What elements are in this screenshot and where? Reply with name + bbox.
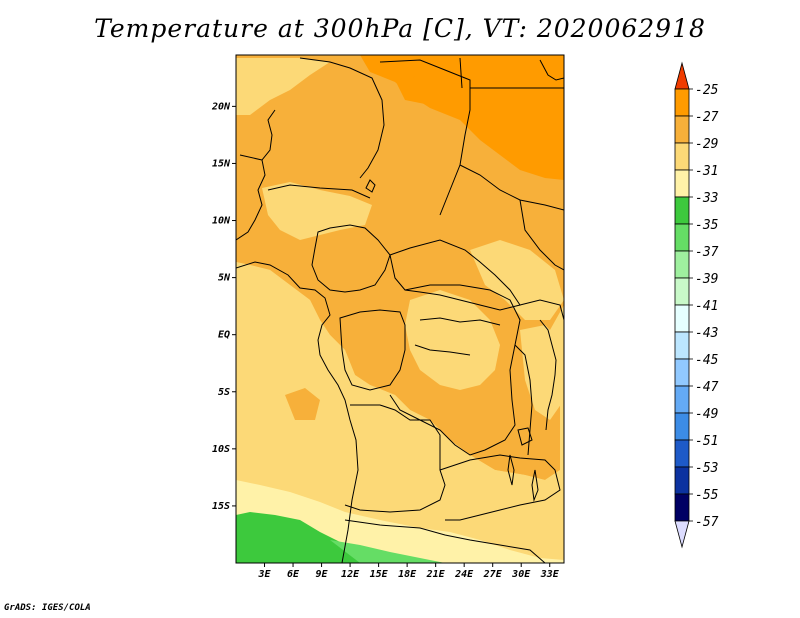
colorbar-segment: [674, 277, 690, 306]
colorbar-label: -51: [695, 434, 718, 449]
colorbar-segment: [674, 169, 690, 198]
colorbar-segment: [674, 142, 690, 171]
field-mid-south: [236, 262, 564, 563]
y-tick-label: 15S: [212, 501, 230, 512]
x-axis: 3E 6E 9E 12E 15E 18E 21E 24E 27E 30E 33E: [257, 563, 560, 580]
x-tick-label: 18E: [398, 569, 417, 580]
border-libya-egypt: [459, 57, 463, 89]
colorbar-top-arrow: [674, 61, 690, 90]
field-mid-congo: [405, 290, 500, 390]
colorbar-segment: [674, 412, 690, 441]
border-west-coast: [236, 109, 276, 241]
border-car: [389, 239, 521, 311]
border-sahel-2: [239, 154, 263, 161]
x-tick-label: 27E: [483, 569, 503, 580]
colorbar-label: -47: [695, 380, 719, 395]
border-sudan-south: [459, 164, 564, 211]
colorbar-segment: [674, 250, 690, 279]
x-tick-label: 12E: [341, 569, 360, 580]
border-se-coast: [539, 319, 557, 431]
field-mid-southwest-patch: [285, 388, 320, 420]
country-borders: [236, 57, 564, 563]
x-tick-label: 6E: [287, 569, 300, 580]
field-warm-west: [236, 110, 265, 150]
x-tick-label: 33E: [540, 569, 560, 580]
border-niger-chad: [379, 59, 471, 216]
colorbar-segment: [674, 385, 690, 414]
colorbar: -25 -27 -29 -31 -33 -35 -37 -39 -41 -43 -45 -47 -49 -…: [674, 61, 719, 549]
colorbar-label: -55: [695, 488, 719, 503]
field-very-warm-patch: [395, 76, 440, 105]
field-cold-south: [236, 512, 440, 563]
map-frame: [235, 54, 565, 564]
lake-tanganyika: [507, 454, 515, 486]
colorbar-bottom-arrow: [674, 520, 690, 549]
colorbar-label: -25: [695, 83, 719, 98]
river-congo: [419, 317, 501, 326]
lake-malawi: [531, 469, 539, 502]
border-south: [344, 519, 546, 563]
colorbar-label: -33: [695, 191, 718, 206]
colorbar-segment: [674, 223, 690, 252]
y-tick-label: 10N: [212, 216, 231, 227]
y-tick-label: EQ: [218, 330, 230, 341]
y-tick-label: 10S: [212, 444, 230, 455]
border-drc: [389, 284, 521, 456]
lake-victoria: [517, 427, 533, 446]
temperature-field: [236, 55, 564, 563]
y-tick-label: 20N: [211, 101, 231, 112]
colorbar-segment: [674, 493, 690, 522]
border-sahel-1: [267, 184, 371, 199]
colorbar-label: -39: [695, 272, 718, 287]
river-2: [414, 344, 471, 356]
colorbar-label: -57: [695, 515, 719, 530]
colorbar-segment: [674, 196, 690, 225]
x-tick-label: 9E: [316, 569, 329, 580]
border-congo: [339, 309, 406, 391]
border-east-africa: [519, 299, 564, 321]
colorbar-segment: [674, 331, 690, 360]
lake-chad: [365, 179, 376, 193]
x-tick-label: 15E: [370, 569, 389, 580]
colorbar-label: -53: [695, 461, 718, 476]
colorbar-segment: [674, 466, 690, 495]
x-tick-label: 24E: [454, 569, 474, 580]
colorbar-label: -41: [695, 299, 718, 314]
colorbar-label: -45: [695, 353, 719, 368]
x-tick-label: 21E: [426, 569, 446, 580]
colorbar-segment: [674, 115, 690, 144]
border-nigeria: [311, 224, 391, 293]
colorbar-segment: [674, 88, 690, 117]
x-tick-label: 30E: [511, 569, 531, 580]
x-tick-label: 3E: [257, 569, 271, 580]
colorbar-label: -35: [695, 218, 719, 233]
border-ne-coast: [539, 59, 564, 81]
colorbar-label: -31: [695, 164, 718, 179]
field-mid-west: [236, 58, 330, 115]
colorbar-label: -43: [695, 326, 718, 341]
grads-credit: GrADS: IGES/COLA: [4, 603, 91, 613]
colorbar-label: -37: [695, 245, 719, 260]
y-axis: 20N 15N 10N 5N EQ 5S 10S 15S: [211, 101, 236, 512]
map-title: Temperature at 300hPa [C], VT: 202006291…: [94, 14, 706, 43]
y-tick-label: 15N: [212, 158, 231, 169]
colorbar-label: -29: [695, 137, 718, 152]
border-gulf-coast: [236, 261, 359, 563]
colorbar-segment: [674, 358, 690, 387]
border-mali-niger: [299, 57, 385, 179]
colorbar-segment: [674, 439, 690, 468]
border-ethiopia: [519, 199, 564, 271]
colorbar-segment: [674, 304, 690, 333]
border-zambia: [439, 454, 561, 521]
y-tick-label: 5S: [218, 387, 230, 398]
y-tick-label: 5N: [218, 273, 231, 284]
field-cold-edge: [330, 540, 445, 563]
colorbar-label: -27: [695, 110, 719, 125]
colorbar-label: -49: [695, 407, 718, 422]
